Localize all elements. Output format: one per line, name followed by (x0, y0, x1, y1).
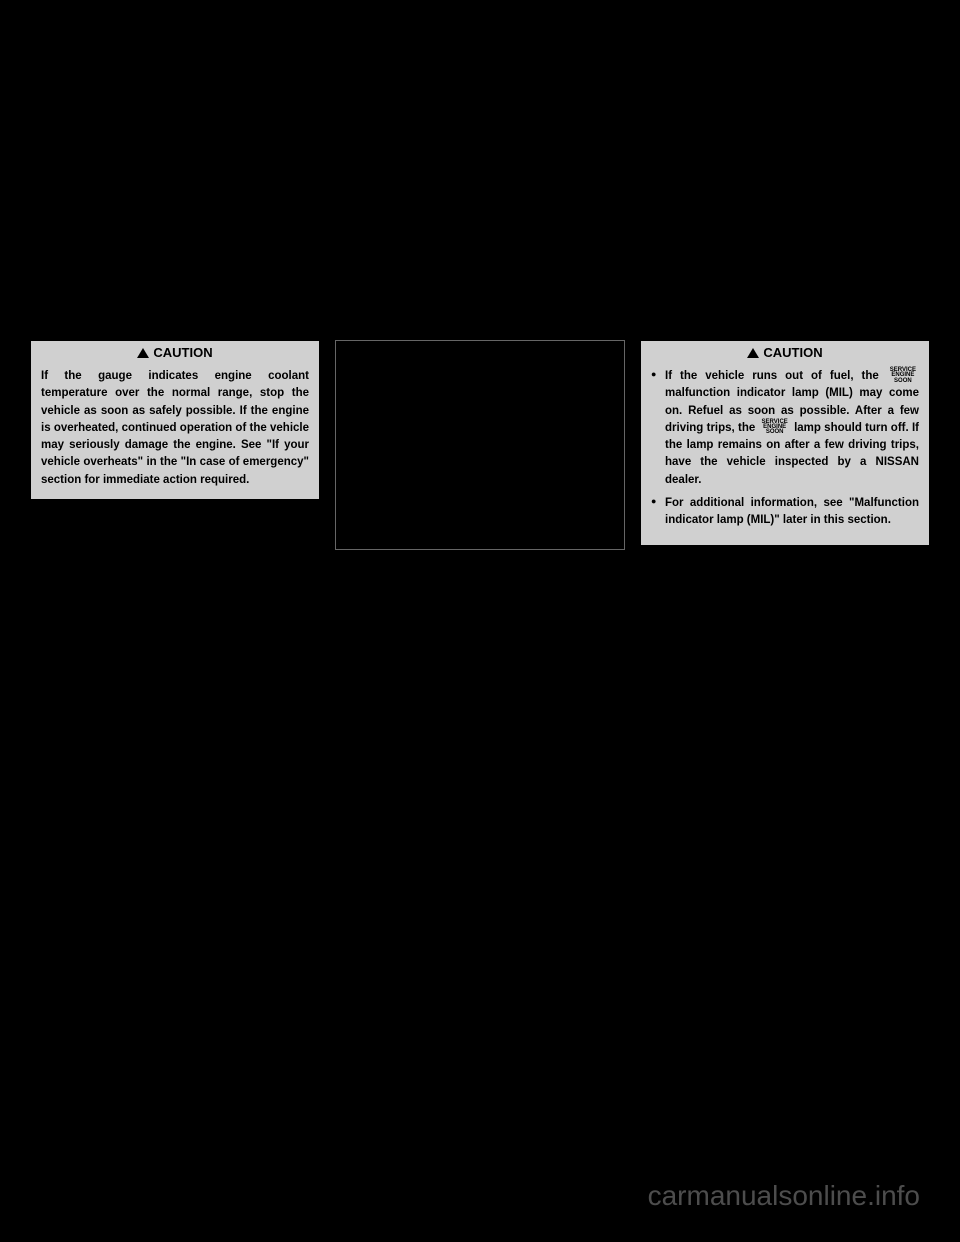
caution-box-right: CAUTION If the vehicle runs out of fuel,… (640, 340, 930, 546)
caution-header: CAUTION (641, 341, 929, 364)
caution-list-item: If the vehicle runs out of fuel, the SER… (651, 368, 919, 489)
middle-column (335, 340, 625, 550)
left-column: CAUTION If the gauge indicates engine co… (30, 340, 320, 550)
gauge-image-placeholder (335, 340, 625, 550)
watermark: carmanualsonline.info (648, 1180, 920, 1212)
caution-header: CAUTION (31, 341, 319, 364)
warning-triangle-icon (137, 348, 149, 358)
caution-label: CAUTION (153, 345, 212, 360)
service-engine-soon-icon: SERVICE ENGINE SOON (890, 368, 916, 383)
caution-body-right: If the vehicle runs out of fuel, the SER… (641, 364, 929, 545)
caution-list-item: For additional information, see "Malfunc… (651, 495, 919, 530)
caution-text-part: If the vehicle runs out of fuel, the (665, 370, 879, 382)
page-content: CAUTION If the gauge indicates engine co… (30, 340, 930, 550)
service-engine-soon-icon: SERVICE ENGINE SOON (762, 420, 788, 435)
caution-box-left: CAUTION If the gauge indicates engine co… (30, 340, 320, 500)
warning-triangle-icon (747, 348, 759, 358)
caution-body-left: If the gauge indicates engine coolant te… (31, 364, 319, 499)
right-column: CAUTION If the vehicle runs out of fuel,… (640, 340, 930, 550)
caution-label: CAUTION (763, 345, 822, 360)
